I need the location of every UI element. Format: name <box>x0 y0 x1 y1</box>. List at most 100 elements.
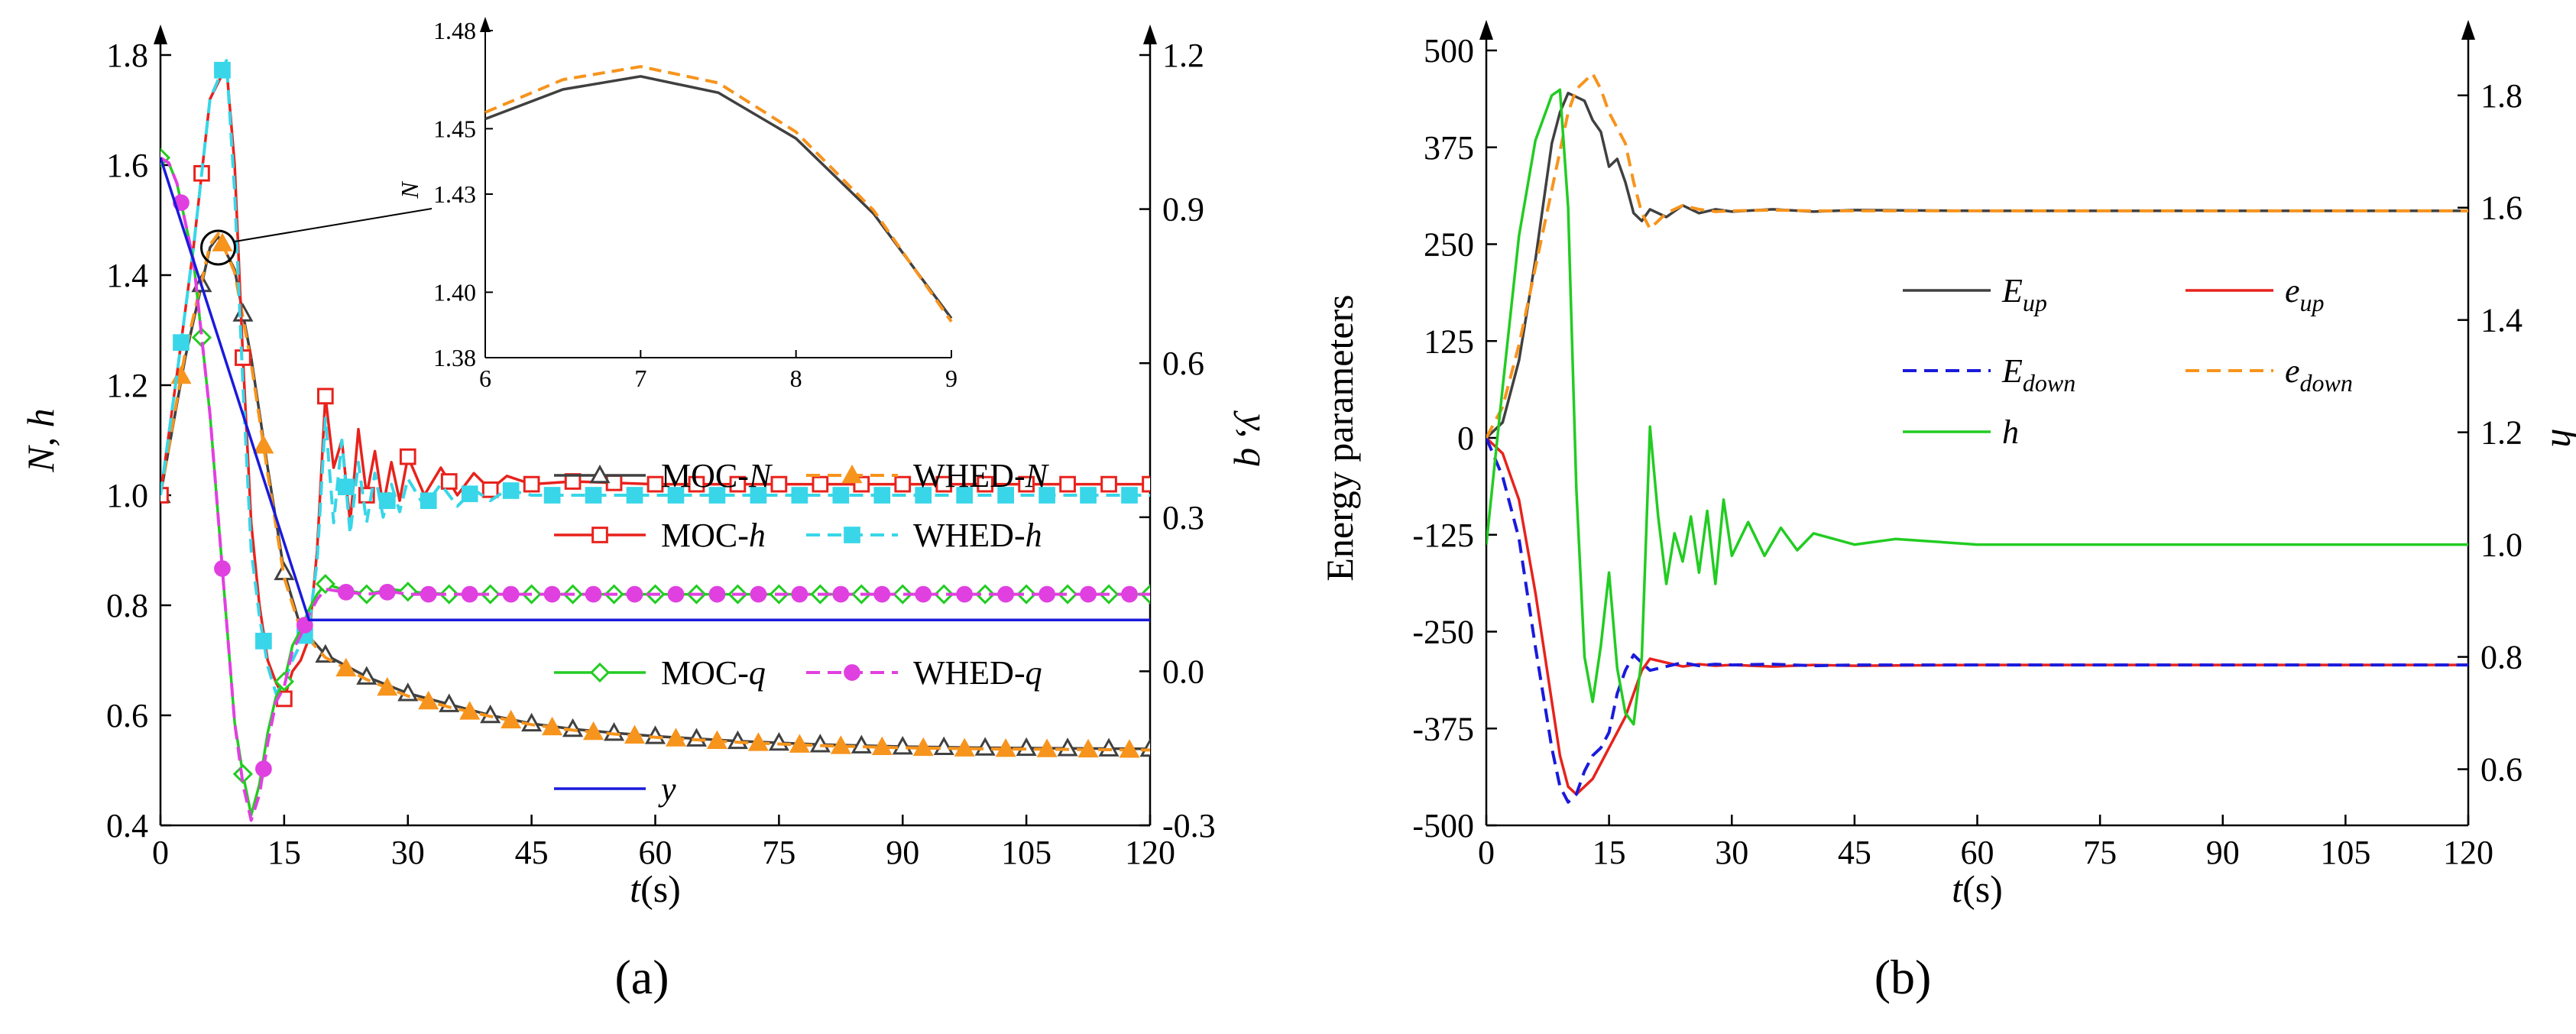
series-marker-whed-q <box>380 585 394 599</box>
legend-label-e-up: eup <box>2285 272 2325 316</box>
series-marker-moc-h <box>400 449 415 464</box>
series-marker-moc-h <box>1102 477 1116 491</box>
series-marker-whed-h <box>545 488 559 503</box>
series-marker-whed-q <box>916 587 931 601</box>
series-marker-whed-q <box>1081 587 1096 601</box>
y-tick-label-left: 0.6 <box>106 697 148 734</box>
y-tick-label-right: 0.8 <box>2480 639 2523 676</box>
series-line-e-down <box>1486 438 2468 802</box>
series-marker-whed-q <box>504 587 518 601</box>
y-tick-label-left: 1.0 <box>106 477 148 514</box>
series-marker-whed-h <box>504 484 518 498</box>
series-marker-whed-q <box>627 587 642 601</box>
series-marker-whed-h <box>174 335 189 350</box>
y-tick-label-left: -125 <box>1412 517 1474 554</box>
zoom-arrow <box>235 205 455 241</box>
x-tick-label: 15 <box>267 834 301 871</box>
series-marker-moc-n <box>276 564 293 579</box>
series-marker-whed-h <box>834 488 848 503</box>
inset-y-tick-label: 1.48 <box>433 17 476 44</box>
y-tick-label-left: 250 <box>1424 226 1474 264</box>
legend-label-whed-q: WHED-q <box>913 654 1042 692</box>
y-axis-label-right: h <box>2544 429 2576 448</box>
series-marker-whed-q <box>751 587 766 601</box>
y-tick-label-left: 500 <box>1424 32 1474 70</box>
series-marker-whed-h <box>586 488 601 503</box>
series-marker-moc-h <box>1061 477 1075 491</box>
series-marker-whed-h <box>792 488 807 503</box>
series-marker-moc-h <box>1143 477 1158 491</box>
series-marker-whed-q <box>792 587 807 601</box>
x-tick-label: 45 <box>1838 834 1871 871</box>
series-marker-whed-q <box>875 587 889 601</box>
x-tick-label: 0 <box>1478 834 1495 871</box>
inset-y-tick-label: 1.45 <box>433 115 476 142</box>
chart-a: 0 15 30 45 60 75 90 105 120 0.4 0.6 0.8 1.0 1.2 1.4 1.6… <box>19 17 1276 910</box>
series-marker-whed-q <box>1040 587 1055 601</box>
x-tick-label: 30 <box>391 834 425 871</box>
inset-y-tick-label: 1.43 <box>433 180 476 208</box>
x-tick-label: 15 <box>1593 834 1626 871</box>
series-marker-whed-q <box>999 587 1013 601</box>
y-tick-label-right: 1.8 <box>2480 77 2523 115</box>
legend-label-moc-q: MOC-q <box>661 654 766 692</box>
legend-label-moc-n: MOC-N <box>661 457 773 494</box>
y-tick-label-left: 0.4 <box>106 807 148 844</box>
y-tick-label-right: -0.3 <box>1162 807 1216 844</box>
y-tick-label-left: 1.6 <box>106 147 148 184</box>
series-marker-whed-h <box>339 480 353 494</box>
series-marker-whed-h <box>257 634 271 648</box>
y-tick-label-left: -375 <box>1412 710 1474 747</box>
legend-label-e-down: Edown <box>2001 352 2075 397</box>
y-tick-label-right: 0.6 <box>2480 751 2523 789</box>
y-tick-label-left: 0 <box>1457 420 1474 457</box>
y-tick-label-left: 1.2 <box>106 367 148 404</box>
y-tick-label-right: 1.0 <box>2480 527 2523 564</box>
x-tick-label: 30 <box>1715 834 1748 871</box>
y-tick-label-right: 0.9 <box>1162 191 1204 229</box>
y-tick-label-right: 1.4 <box>2480 302 2523 339</box>
series-marker-moc-h <box>318 389 332 404</box>
plot-area <box>1486 73 2468 802</box>
y-tick-label-left: 125 <box>1424 323 1474 360</box>
legend-marker-whed-q <box>845 666 860 680</box>
series-marker-moc-h <box>524 477 539 491</box>
inset-background <box>432 23 967 404</box>
legend-label-e-up: Eup <box>2001 272 2047 316</box>
series-marker-whed-q <box>421 587 436 601</box>
series-marker-whed-q <box>257 762 271 776</box>
x-tick-label: 0 <box>152 834 169 871</box>
series-line-e-up <box>1486 438 2468 794</box>
series-marker-moc-q <box>400 583 416 600</box>
series-marker-whed-q <box>1123 587 1137 601</box>
y-tick-label-right: 1.6 <box>2480 190 2523 227</box>
y-tick-label-right: 0.0 <box>1162 653 1204 690</box>
series-marker-moc-h <box>442 475 456 489</box>
y-tick-label-right: 1.2 <box>2480 414 2523 452</box>
series-marker-whed-h <box>421 494 436 508</box>
x-tick-label: 75 <box>2083 834 2117 871</box>
y-axis-left-arrow <box>1479 20 1493 40</box>
inset-x-tick-label: 8 <box>790 365 802 392</box>
panel-label-a: (a) <box>614 950 669 1004</box>
y-tick-label-left: 1.8 <box>106 37 148 74</box>
series-marker-whed-n <box>255 437 272 452</box>
inset-y-tick-label: 1.40 <box>433 278 476 306</box>
y-tick-label-left: 0.8 <box>106 587 148 624</box>
legend-label-whed-n: WHED-N <box>913 457 1050 494</box>
x-tick-label: 75 <box>762 834 795 871</box>
series-marker-moc-h <box>813 477 828 491</box>
figure: 0 15 30 45 60 75 90 105 1200.40.60.81.01.21.41.6… <box>0 0 2576 1034</box>
series-marker-whed-h <box>462 487 477 501</box>
x-tick-label: 60 <box>639 834 672 871</box>
series-marker-whed-q <box>215 562 230 576</box>
legend-label-h: h <box>2002 413 2019 451</box>
y-axis-label-left: N, h <box>19 408 62 472</box>
series-marker-whed-q <box>586 587 601 601</box>
legend-marker-moc-q <box>591 664 608 681</box>
y-tick-label-right: 0.3 <box>1162 499 1204 536</box>
series-marker-moc-h <box>896 477 910 491</box>
series-marker-whed-q <box>669 587 683 601</box>
series-marker-moc-h <box>483 482 497 497</box>
inset-y-tick-label: 1.38 <box>433 344 476 371</box>
